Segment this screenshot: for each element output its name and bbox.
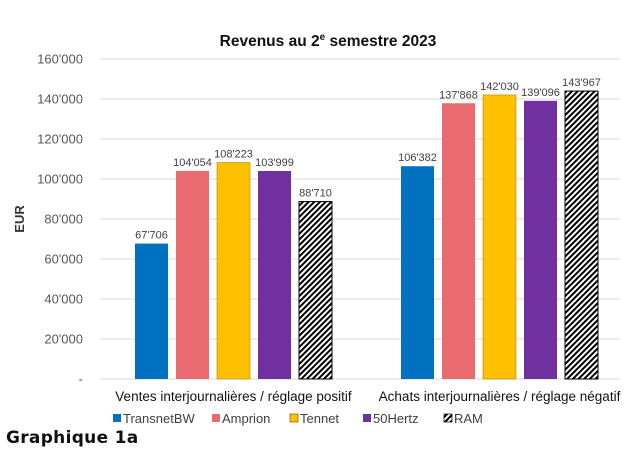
y-tick-label: 140'000 xyxy=(37,92,83,107)
data-label: 67'706 xyxy=(135,230,168,242)
data-label: 104'054 xyxy=(173,157,212,169)
legend-item-ram: RAM xyxy=(443,411,483,426)
x-category-label: Achats interjournalières / réglage négat… xyxy=(379,389,621,404)
bar-transnetbw-achats xyxy=(401,166,434,379)
legend-label: 50Hertz xyxy=(373,411,419,426)
bar-ram-ventes xyxy=(298,201,333,380)
data-label: 103'999 xyxy=(255,157,294,169)
legend-item-amprion: Amprion xyxy=(212,411,270,426)
y-tick-label: 60'000 xyxy=(44,252,83,267)
legend-label: Tennet xyxy=(300,411,339,426)
y-tick-label: - xyxy=(79,372,83,387)
data-label: 143'967 xyxy=(562,77,601,89)
y-tick-label: 20'000 xyxy=(44,332,83,347)
bars xyxy=(135,90,599,380)
bar-amprion-ventes xyxy=(176,170,209,379)
bar-tennet-achats xyxy=(482,94,517,380)
legend-swatch xyxy=(113,414,121,422)
y-axis-ticks: - 20'000 40'000 60'000 80'000 100'000 120'000 1… xyxy=(37,52,83,387)
legend-item-transnetbw: TransnetBW xyxy=(113,411,195,426)
bar-ram-achats xyxy=(564,90,599,380)
y-tick-label: 100'000 xyxy=(37,172,83,187)
legend-swatch xyxy=(443,413,453,423)
legend-item-tennet: Tennet xyxy=(289,411,339,426)
y-tick-label: 80'000 xyxy=(44,212,83,227)
bar-amprion-achats xyxy=(442,103,475,379)
y-tick-label: 40'000 xyxy=(44,292,83,307)
data-label: 108'223 xyxy=(214,149,253,161)
data-label: 106'382 xyxy=(398,152,437,164)
legend: TransnetBW Amprion Tennet 50Hertz RAM xyxy=(113,411,483,426)
legend-swatch xyxy=(212,414,220,422)
bar-transnetbw-ventes xyxy=(135,243,168,379)
data-label: 142'030 xyxy=(480,81,519,93)
data-label: 139'096 xyxy=(521,87,560,99)
legend-swatch xyxy=(289,413,299,423)
chart-title: Revenus au 2e semestre 2023 xyxy=(220,32,437,50)
y-tick-label: 160'000 xyxy=(37,52,83,67)
bar-50hertz-achats xyxy=(524,100,557,380)
y-axis-label: EUR xyxy=(12,205,27,233)
bar-50hertz-ventes xyxy=(258,171,291,379)
bar-tennet-ventes xyxy=(216,162,251,380)
legend-label: Amprion xyxy=(222,411,270,426)
y-tick-label: 120'000 xyxy=(37,132,83,147)
legend-label: RAM xyxy=(454,411,483,426)
x-axis-categories: Ventes interjournalières / réglage posit… xyxy=(115,389,620,404)
data-label: 88'710 xyxy=(299,188,332,200)
data-label: 137'868 xyxy=(439,89,478,101)
legend-label: TransnetBW xyxy=(123,411,195,426)
x-category-label: Ventes interjournalières / réglage posit… xyxy=(115,389,352,404)
legend-swatch xyxy=(363,414,371,422)
figure-caption: Graphique 1a xyxy=(6,428,139,448)
legend-item-50hertz: 50Hertz xyxy=(363,411,419,426)
